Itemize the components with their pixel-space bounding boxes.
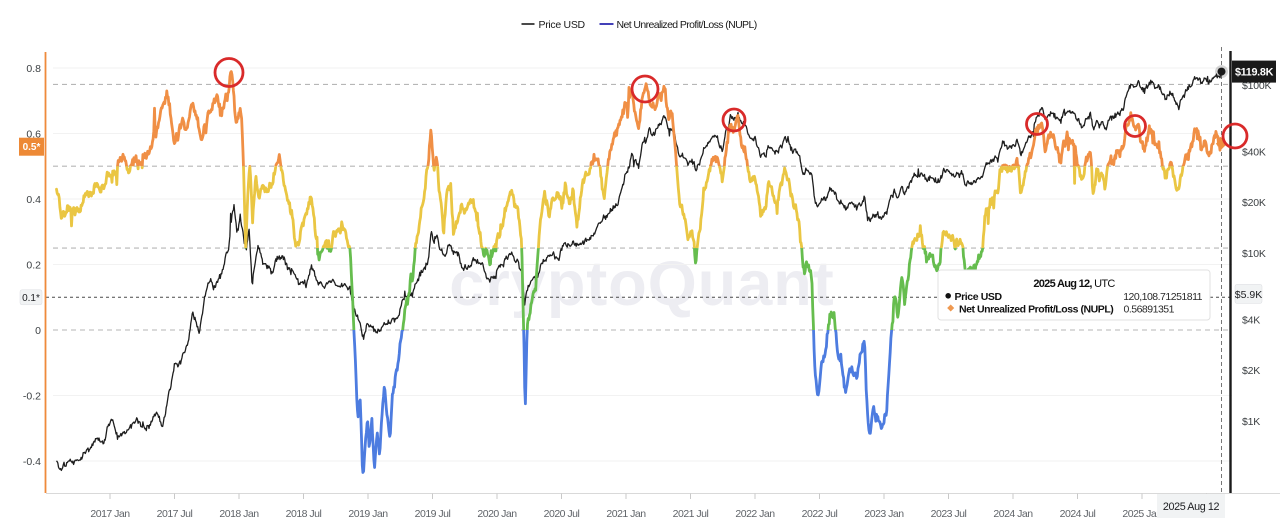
svg-text:2022 Jul: 2022 Jul bbox=[802, 508, 838, 520]
svg-text:Net Unrealized Profit/Loss (NU: Net Unrealized Profit/Loss (NUPL) bbox=[617, 19, 757, 31]
svg-text:2020 Jan: 2020 Jan bbox=[477, 508, 517, 520]
svg-text:cryptoQuant: cryptoQuant bbox=[449, 249, 835, 319]
svg-text:Price USD: Price USD bbox=[955, 291, 1003, 303]
svg-text:$40K: $40K bbox=[1242, 147, 1266, 159]
svg-text:$1K: $1K bbox=[1242, 416, 1260, 428]
svg-text:$100K: $100K bbox=[1242, 80, 1272, 92]
svg-text:2025 Aug 12: 2025 Aug 12 bbox=[1163, 501, 1220, 513]
svg-text:2022 Jan: 2022 Jan bbox=[735, 508, 775, 520]
svg-text:0.1*: 0.1* bbox=[22, 293, 40, 304]
svg-text:2017 Jan: 2017 Jan bbox=[90, 508, 130, 520]
svg-text:$10K: $10K bbox=[1242, 248, 1266, 260]
svg-text:$20K: $20K bbox=[1242, 197, 1266, 209]
svg-text:$5.9K: $5.9K bbox=[1235, 289, 1262, 301]
svg-text:120,108.71251811: 120,108.71251811 bbox=[1123, 291, 1202, 303]
svg-text:0.6: 0.6 bbox=[26, 128, 41, 140]
svg-text:$4K: $4K bbox=[1242, 315, 1260, 327]
svg-text:0.2: 0.2 bbox=[26, 259, 41, 271]
svg-text:$2K: $2K bbox=[1242, 365, 1260, 377]
svg-text:-0.2: -0.2 bbox=[23, 390, 41, 402]
svg-text:2023 Jan: 2023 Jan bbox=[864, 508, 904, 520]
svg-text:2019 Jan: 2019 Jan bbox=[348, 508, 388, 520]
svg-text:2018 Jan: 2018 Jan bbox=[219, 508, 259, 520]
svg-text:Net Unrealized Profit/Loss (NU: Net Unrealized Profit/Loss (NUPL) bbox=[959, 303, 1113, 315]
svg-text:2018 Jul: 2018 Jul bbox=[286, 508, 322, 520]
svg-text:2025 Aug 12, UTC: 2025 Aug 12, UTC bbox=[1033, 278, 1115, 290]
svg-text:2021 Jul: 2021 Jul bbox=[673, 508, 709, 520]
svg-text:-0.4: -0.4 bbox=[23, 456, 41, 468]
svg-text:Price USD: Price USD bbox=[539, 19, 586, 31]
svg-text:0: 0 bbox=[35, 325, 41, 337]
svg-text:2024 Jan: 2024 Jan bbox=[993, 508, 1033, 520]
svg-text:2021 Jan: 2021 Jan bbox=[606, 508, 646, 520]
svg-text:0.56891351: 0.56891351 bbox=[1124, 303, 1175, 315]
svg-text:0.5*: 0.5* bbox=[23, 142, 41, 153]
svg-text:2017 Jul: 2017 Jul bbox=[157, 508, 193, 520]
svg-text:$119.8K: $119.8K bbox=[1235, 67, 1274, 79]
svg-text:2020 Jul: 2020 Jul bbox=[544, 508, 580, 520]
svg-text:2023 Jul: 2023 Jul bbox=[931, 508, 967, 520]
svg-text:2024 Jul: 2024 Jul bbox=[1060, 508, 1096, 520]
svg-text:2025 Jan: 2025 Jan bbox=[1122, 508, 1162, 520]
svg-text:2019 Jul: 2019 Jul bbox=[415, 508, 451, 520]
svg-text:0.4: 0.4 bbox=[26, 194, 41, 206]
svg-text:0.8: 0.8 bbox=[26, 63, 41, 75]
